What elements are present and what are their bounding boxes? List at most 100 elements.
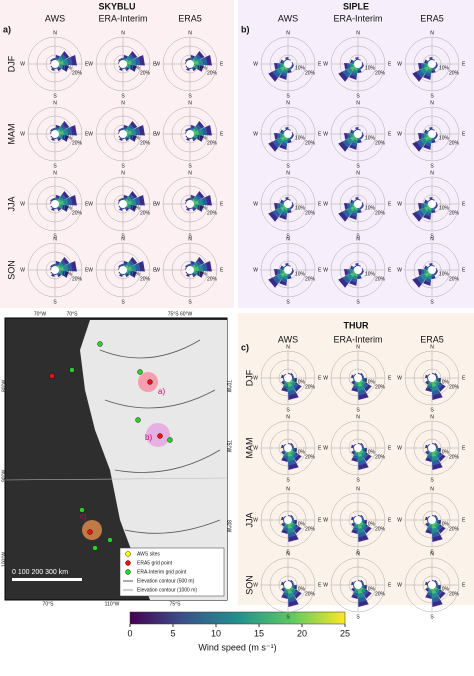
- ring-label: 20%: [72, 276, 83, 282]
- column-header: ERA5: [420, 13, 444, 23]
- wind-rose: N E S W 10%20%: [397, 551, 466, 620]
- ring-label: 20%: [449, 70, 460, 76]
- column-header: ERA-Interim: [333, 13, 382, 23]
- ring-label: 10%: [197, 271, 208, 277]
- dir-label: E: [388, 201, 392, 207]
- dir-label: E: [220, 201, 224, 207]
- dir-label: S: [286, 477, 290, 483]
- dir-label: S: [430, 407, 434, 413]
- ring-label: 20%: [375, 70, 386, 76]
- dir-label: E: [388, 445, 392, 451]
- dir-label: E: [388, 517, 392, 523]
- dir-label: S: [430, 299, 434, 305]
- dir-label: N: [188, 170, 192, 176]
- dir-label: S: [121, 163, 125, 169]
- dir-label: S: [430, 614, 434, 620]
- rose-center: [119, 200, 127, 208]
- ring-label: 10%: [62, 205, 73, 211]
- map-site-label: b): [145, 433, 152, 442]
- scale-bar: [12, 578, 82, 581]
- land: [80, 320, 227, 600]
- dir-label: E: [220, 267, 224, 273]
- ring-label: 10%: [295, 65, 306, 71]
- dir-label: E: [462, 445, 466, 451]
- ring-label: 20%: [305, 70, 316, 76]
- dir-label: S: [356, 549, 360, 555]
- contours: [99, 339, 221, 534]
- dir-label: W: [253, 267, 258, 273]
- dir-label: E: [462, 582, 466, 588]
- rose-center: [354, 266, 362, 274]
- panel-b-bg: [238, 0, 474, 308]
- dir-label: S: [356, 614, 360, 620]
- ring-label: 20%: [140, 140, 151, 146]
- dir-label: N: [121, 100, 125, 106]
- wind-rose: N E S W 10%20%: [155, 170, 224, 239]
- dir-label: S: [430, 477, 434, 483]
- ring-label: 10%: [197, 135, 208, 141]
- rose-center: [428, 130, 436, 138]
- dir-label: S: [430, 163, 434, 169]
- ring-label: 20%: [449, 591, 460, 597]
- map-left-label: 80°W: [1, 379, 7, 392]
- wind-rose: N E S W 10%20%: [20, 170, 89, 239]
- rose-center: [428, 200, 436, 208]
- dir-label: E: [388, 131, 392, 137]
- map-legend-text: ERA5 grid point: [137, 560, 173, 566]
- dir-label: S: [356, 233, 360, 239]
- rose-center: [186, 60, 194, 68]
- ring-label: 20%: [207, 276, 218, 282]
- ring-label: 10%: [62, 65, 73, 71]
- ring-label: 10%: [439, 521, 450, 527]
- map-bottom-label: 110°W: [105, 601, 120, 607]
- map-right-label: 80°W: [226, 520, 232, 533]
- dir-label: W: [397, 445, 402, 451]
- wind-rose: N E S W 10%20%: [253, 236, 322, 305]
- dir-label: N: [286, 344, 290, 350]
- dir-label: S: [53, 233, 57, 239]
- dir-label: E: [85, 61, 89, 67]
- map-legend-text: Elevation contour (500 m): [137, 578, 195, 584]
- ring-label: 20%: [375, 591, 386, 597]
- ring-label: 10%: [197, 205, 208, 211]
- ring-label: 10%: [365, 586, 376, 592]
- rose-center: [428, 374, 436, 382]
- dir-label: W: [253, 375, 258, 381]
- dir-label: N: [53, 236, 57, 242]
- rose-center: [284, 130, 292, 138]
- ring-label: 20%: [305, 526, 316, 532]
- dir-label: S: [121, 233, 125, 239]
- dir-label: E: [462, 61, 466, 67]
- dir-label: S: [286, 299, 290, 305]
- ring-label: 10%: [197, 65, 208, 71]
- map-top-label: 70°S: [67, 311, 79, 317]
- rose-center: [284, 60, 292, 68]
- ring-label: 10%: [365, 205, 376, 211]
- colorbar: [129, 611, 346, 625]
- wind-rose: N E S W 10%20%: [397, 100, 466, 169]
- rose-center: [51, 200, 59, 208]
- dir-label: W: [323, 61, 328, 67]
- dir-label: W: [397, 201, 402, 207]
- ring-label: 10%: [130, 65, 141, 71]
- dir-label: W: [253, 201, 258, 207]
- dir-label: W: [323, 445, 328, 451]
- column-header: ERA-Interim: [333, 334, 382, 344]
- wind-rose: N E S W 10%20%: [323, 486, 392, 555]
- legend-marker: [125, 569, 131, 575]
- ring-label: 10%: [365, 65, 376, 71]
- ring-label: 10%: [62, 271, 73, 277]
- dir-label: W: [253, 582, 258, 588]
- rose-center: [284, 266, 292, 274]
- wind-rose: N E S W 10%20%: [155, 236, 224, 305]
- dir-label: N: [286, 100, 290, 106]
- panel-title: SIPLE: [343, 1, 369, 11]
- row-label: DJF: [244, 369, 254, 386]
- ring-label: 10%: [295, 521, 306, 527]
- dir-label: S: [356, 299, 360, 305]
- wind-rose: N E S W 10%20%: [253, 100, 322, 169]
- graticule: [4, 477, 228, 481]
- rose-center: [354, 200, 362, 208]
- rose-center: [428, 60, 436, 68]
- row-label: DJF: [6, 55, 16, 72]
